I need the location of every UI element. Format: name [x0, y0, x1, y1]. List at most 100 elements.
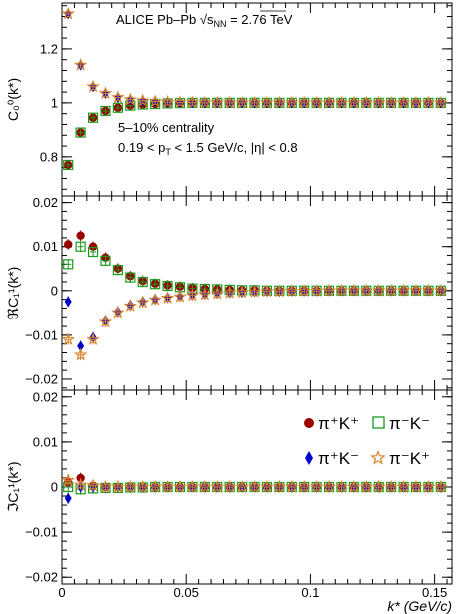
header-tail: = 2.76 TeV	[226, 12, 292, 27]
data-point	[64, 296, 72, 308]
data-point	[409, 95, 423, 109]
data-point	[309, 479, 324, 493]
data-point	[272, 479, 287, 493]
data-point	[160, 94, 175, 108]
data-point	[322, 283, 336, 297]
data-point	[210, 95, 224, 109]
y-tick-label: −0.02	[25, 371, 58, 386]
x-tick-label: 0	[58, 585, 65, 600]
y-tick-label: 0	[51, 283, 58, 298]
y-tick-label: 0.02	[33, 389, 58, 404]
data-point	[334, 479, 349, 493]
data-point	[98, 479, 113, 493]
data-point	[334, 95, 349, 109]
data-point	[322, 95, 336, 109]
collision-header: ALICE Pb–Pb √sNN = 2.76 TeV	[116, 12, 293, 29]
data-point	[359, 283, 374, 297]
legend-label-piplus-kminus: π⁺K⁻	[318, 449, 359, 468]
data-point	[434, 283, 448, 297]
data-point	[297, 479, 311, 493]
data-point	[198, 95, 212, 109]
y-axis-label: ℜC₁¹(k*)	[5, 267, 21, 320]
data-point	[98, 314, 113, 328]
y-tick-label: −0.01	[25, 327, 58, 342]
y-tick-label: 0.8	[40, 149, 58, 164]
data-point	[421, 283, 436, 297]
data-point	[86, 478, 100, 492]
data-point	[272, 95, 287, 109]
data-point	[64, 240, 73, 249]
data-point	[272, 284, 287, 298]
data-point	[185, 288, 200, 302]
data-point	[111, 305, 125, 319]
legend-marker-piminus-kminus	[372, 416, 385, 429]
y-tick-label: 0	[51, 480, 58, 495]
legend-star-shape	[370, 449, 386, 465]
data-point	[64, 492, 72, 504]
data-point	[63, 159, 74, 171]
y-tick-label: 0.02	[33, 195, 58, 210]
data-point	[359, 479, 374, 493]
data-point	[222, 285, 237, 299]
legend: π⁺K⁺ π⁻K⁻ π⁺K⁻ π⁻K⁺	[304, 414, 430, 468]
y-tick-label: −0.01	[25, 525, 58, 540]
legend-marker-piplus-kplus	[304, 418, 314, 428]
data-point	[100, 255, 111, 266]
data-point	[77, 340, 85, 352]
series-piminus-kplus	[61, 283, 448, 361]
legend-marker-piplus-kminus	[305, 451, 313, 465]
panel-real-c11: −0.02 −0.01 0 0.01 0.02 ℜC₁¹(k*)	[5, 195, 453, 391]
data-point	[86, 79, 100, 93]
data-point	[409, 479, 423, 493]
data-point	[371, 95, 386, 109]
data-point	[198, 287, 212, 301]
data-point	[247, 479, 262, 493]
data-point	[173, 479, 187, 493]
data-point	[148, 292, 162, 306]
y-axis-label: C₀⁰(k*)	[5, 78, 21, 121]
data-point	[421, 479, 436, 493]
data-point	[285, 95, 299, 109]
header-text: ALICE Pb–Pb √s	[116, 12, 214, 27]
cuts-tail: < 1.5 GeV/c, |η| < 0.8	[171, 140, 298, 155]
data-point	[123, 479, 138, 493]
data-point	[384, 479, 398, 493]
data-point	[421, 95, 436, 109]
data-point	[61, 473, 75, 486]
y-tick-label: 0.01	[33, 434, 58, 449]
header-sub: NN	[213, 19, 226, 29]
panel-c00: 0.8 1 1.2 C₀⁰(k*)	[5, 2, 453, 197]
data-point	[135, 295, 150, 309]
data-point	[285, 284, 299, 297]
data-point	[222, 479, 237, 493]
data-point	[75, 127, 86, 138]
data-point	[173, 289, 187, 303]
data-point	[359, 95, 374, 109]
data-point	[210, 479, 224, 493]
data-point	[112, 264, 123, 276]
y-tick-label: 1	[51, 95, 58, 110]
data-point	[396, 479, 411, 493]
data-point	[148, 479, 162, 493]
data-point	[76, 231, 85, 240]
data-point	[409, 283, 423, 297]
data-point	[260, 284, 274, 298]
data-point	[173, 95, 187, 109]
data-point	[434, 479, 448, 493]
data-point	[309, 284, 324, 297]
series-piminus-kplus	[61, 6, 448, 109]
data-point	[222, 95, 237, 109]
data-point	[61, 332, 75, 346]
data-point	[160, 479, 175, 493]
data-point	[210, 286, 224, 300]
data-point	[73, 347, 88, 361]
data-point	[297, 95, 311, 109]
data-point	[247, 285, 262, 298]
data-point	[347, 479, 361, 493]
data-point	[235, 95, 249, 109]
x-tick-label: 0.1	[301, 585, 319, 600]
data-point	[198, 479, 212, 493]
data-point	[63, 259, 74, 270]
data-point	[396, 283, 411, 297]
